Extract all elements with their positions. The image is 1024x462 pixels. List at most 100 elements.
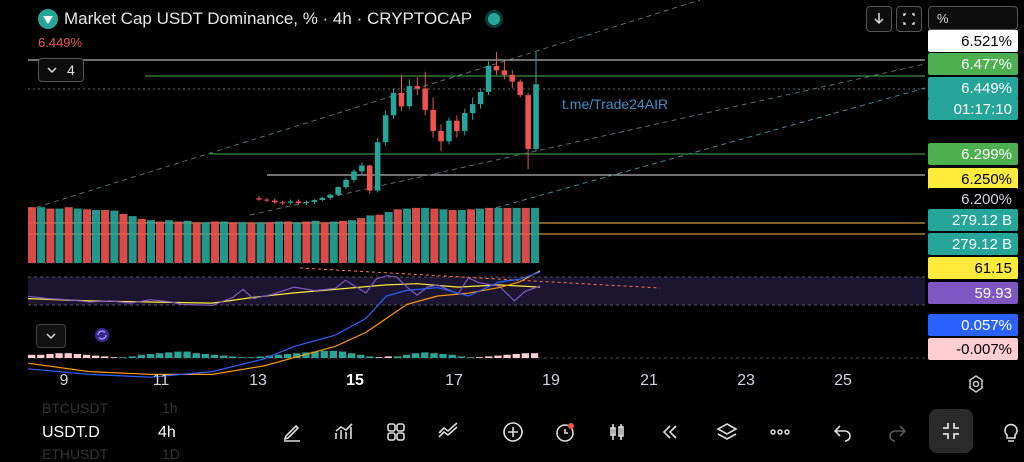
volume-bar	[366, 215, 375, 263]
volume-bar	[393, 209, 402, 263]
macd-histogram-bar	[348, 353, 356, 358]
layers-button[interactable]	[711, 418, 743, 446]
volume-bar	[128, 216, 137, 263]
time-axis-label: 25	[834, 372, 852, 389]
candle-body	[525, 95, 531, 149]
time-axis-label: 23	[737, 372, 755, 389]
symbol-list-previous[interactable]: BTCUSDT	[42, 400, 109, 416]
macd-histogram-bar	[92, 355, 100, 358]
symbol-selector[interactable]: USDT.D	[42, 424, 100, 441]
volume-bar	[64, 207, 73, 263]
price-label: 6.521%	[928, 30, 1018, 52]
autoscale-button[interactable]	[896, 6, 922, 32]
channel-middle-line	[249, 63, 926, 216]
replay-icon	[662, 425, 677, 439]
volume-bar	[302, 221, 311, 263]
price-label: 0.057%	[928, 314, 1018, 336]
axis-settings-button[interactable]	[966, 374, 986, 394]
volume-bar	[220, 221, 229, 263]
redo-button[interactable]	[881, 418, 913, 446]
macd-histogram-bar	[156, 353, 164, 358]
volume-bar	[110, 210, 119, 263]
candle-body	[485, 65, 492, 92]
candle-body	[533, 84, 539, 149]
candle-body	[517, 81, 523, 96]
macd-histogram-bar	[46, 354, 54, 358]
candle-type-button[interactable]	[601, 418, 633, 446]
volume-bar	[174, 221, 183, 263]
volume-bar	[192, 222, 201, 263]
volume-bar	[494, 207, 503, 263]
compare-icon	[438, 422, 458, 438]
rsi-line	[27, 275, 541, 307]
symbol-list-next[interactable]: ETHUSDT	[42, 446, 109, 462]
more-button[interactable]	[764, 418, 796, 446]
volume-bar	[238, 222, 247, 263]
draw-button[interactable]	[276, 418, 308, 446]
indicator-collapse-toggle[interactable]: 4	[38, 58, 84, 82]
macd-histogram-bar	[402, 354, 411, 358]
volume-bar	[448, 210, 457, 263]
chevron-down-icon	[46, 333, 56, 340]
candle-body	[367, 165, 373, 191]
macd-histogram-bar	[146, 354, 155, 358]
fullscreen-icon	[943, 423, 959, 439]
lightbulb-button[interactable]	[995, 418, 1024, 446]
indicator-count: 4	[67, 62, 75, 78]
market-status-icon	[488, 13, 501, 25]
volume-bar	[55, 208, 64, 263]
volume-bar	[357, 218, 366, 263]
layers-icon	[716, 423, 738, 440]
symbol-list-next-tf: 1D	[162, 446, 180, 462]
indicator-button[interactable]	[328, 418, 360, 446]
price-label: 279.12 B	[928, 233, 1018, 255]
volume-bar	[476, 208, 485, 263]
fullscreen-button[interactable]	[929, 409, 973, 453]
volume-bar	[256, 222, 265, 263]
refresh-icon	[95, 328, 109, 342]
lightbulb-icon	[1004, 423, 1018, 442]
volume-bar	[311, 220, 320, 263]
candle-body	[509, 74, 515, 82]
macd-histogram-bar	[338, 351, 347, 358]
candle-body	[469, 104, 476, 114]
macd-histogram-bar	[466, 357, 475, 358]
volume-bar	[338, 220, 347, 263]
macd-histogram-bar	[530, 353, 539, 358]
time-axis-label: 11	[152, 372, 170, 389]
candle-body	[272, 200, 278, 203]
bottom-toolbar: BTCUSDT 1h ETHUSDT 1D	[0, 398, 1024, 462]
add-button[interactable]	[497, 418, 529, 446]
replay-button[interactable]	[654, 418, 686, 446]
macd-histogram-bar	[220, 355, 228, 358]
percent-scale-button[interactable]: %	[928, 6, 1018, 30]
undo-button[interactable]	[827, 418, 859, 446]
volume-bar	[37, 207, 46, 263]
volume-bar	[512, 207, 521, 263]
compare-button[interactable]	[432, 418, 464, 446]
volume-bar	[82, 209, 91, 263]
alert-button[interactable]	[549, 418, 581, 446]
candle-body	[256, 198, 262, 200]
volume-bar	[28, 207, 37, 263]
volume-bar	[73, 208, 82, 263]
timeframe-selector[interactable]: 4h	[158, 424, 176, 441]
macd-histogram-bar	[201, 354, 209, 358]
draw-icon	[283, 424, 300, 442]
download-button[interactable]	[866, 6, 892, 32]
sync-button[interactable]	[88, 324, 116, 346]
price-label: 279.12 B	[928, 209, 1018, 231]
candle-body	[462, 113, 468, 131]
macd-histogram-bar	[192, 353, 200, 358]
channel-upper-line	[27, 0, 701, 211]
macd-histogram-bar	[329, 350, 337, 358]
macd-histogram-bar	[476, 357, 484, 358]
more-icon	[770, 429, 790, 435]
candle-body	[287, 201, 294, 203]
macd-histogram-bar	[302, 352, 310, 358]
oscillator-collapse-button[interactable]	[36, 324, 66, 348]
macd-histogram-bar	[366, 356, 374, 358]
grid-button[interactable]	[380, 418, 412, 446]
price-label: -0.007%	[928, 338, 1018, 360]
